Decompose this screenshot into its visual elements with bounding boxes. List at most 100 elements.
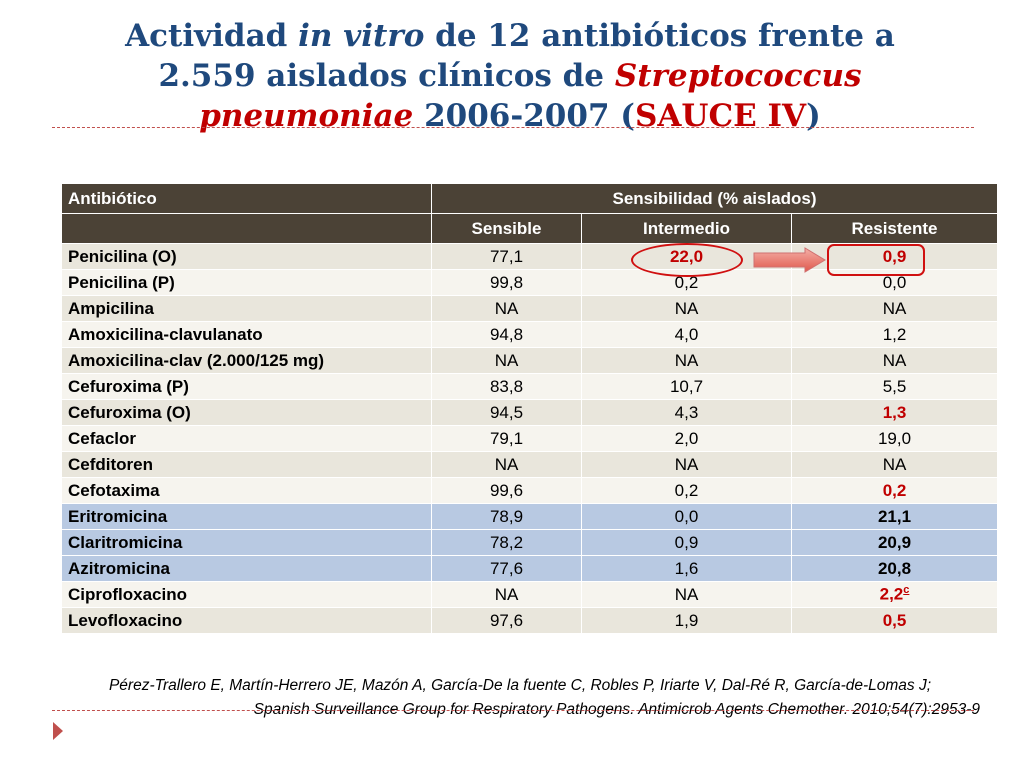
intermedio-cell-value: NA — [674, 298, 699, 318]
sensible-cell-value: 78,9 — [489, 506, 524, 526]
intermedio-cell-value: NA — [674, 584, 699, 604]
antibiotic-name-cell: Cefditoren — [61, 451, 432, 478]
antibiotic-name-cell-value: Cefuroxima (P) — [68, 376, 189, 396]
antibiotic-name-cell: Cefotaxima — [61, 477, 432, 504]
resistente-cell: 5,5 — [790, 373, 999, 400]
header-sensitivity-group: Sensibilidad (% aislados) — [430, 183, 999, 214]
title-species-genus: Streptococcus — [614, 58, 862, 94]
antibiotic-name-cell-value: Penicilina (P) — [68, 272, 175, 292]
sensible-cell-value: 79,1 — [489, 428, 524, 448]
resistente-cell: 21,1 — [790, 503, 999, 530]
intermedio-cell: 4,0 — [581, 321, 792, 348]
antibiotic-name-cell-value: Levofloxacino — [68, 610, 183, 630]
table-row: Cefotaxima 99,6 0,2 0,2 — [61, 477, 999, 504]
intermedio-cell: 1,9 — [581, 607, 792, 634]
sensible-cell-value: 77,1 — [489, 246, 524, 266]
sensitivity-table: Antibiótico Sensibilidad (% aislados) Se… — [61, 183, 999, 634]
title-divider — [52, 127, 974, 128]
intermedio-cell-value: 10,7 — [669, 376, 704, 396]
resistente-cell-value: 20,9 — [877, 532, 912, 552]
antibiotic-name-cell: Ampicilina — [61, 295, 432, 322]
sensible-cell-value: 94,8 — [489, 324, 524, 344]
triangle-bullet-icon — [53, 722, 63, 740]
intermedio-cell: NA — [581, 347, 792, 374]
sensible-cell-value: NA — [494, 454, 519, 474]
resistente-cell-value: 20,8 — [877, 558, 912, 578]
resistente-cell: 0,5 — [790, 607, 999, 634]
antibiotic-name-cell: Levofloxacino — [61, 607, 432, 634]
table-row: Cefuroxima (P) 83,8 10,7 5,5 — [61, 373, 999, 400]
table-row: Cefditoren NA NA NA — [61, 451, 999, 478]
antibiotic-name-cell-value: Ciprofloxacino — [68, 584, 188, 604]
title-italic-text: in vitro — [298, 18, 425, 54]
resistente-cell-value: 0,2 — [882, 480, 907, 500]
intermedio-cell: 10,7 — [581, 373, 792, 400]
resistente-cell-value: 21,1 — [877, 506, 912, 526]
footer-divider — [52, 710, 974, 711]
header-intermedio: Intermedio — [581, 213, 792, 244]
sensible-cell: 78,9 — [431, 503, 582, 530]
resistente-cell-value: 19,0 — [877, 428, 912, 448]
header-sensible: Sensible — [431, 213, 582, 244]
antibiotic-name-cell: Amoxicilina-clav (2.000/125 mg) — [61, 347, 432, 374]
sensible-cell: NA — [431, 451, 582, 478]
sensible-cell: NA — [431, 347, 582, 374]
title-study-name: SAUCE IV — [634, 98, 807, 134]
header-antibiotic: Antibiótico — [61, 183, 432, 214]
antibiotic-name-cell-value: Amoxicilina-clav (2.000/125 mg) — [68, 350, 325, 370]
intermedio-cell-value: 0,2 — [674, 480, 699, 500]
resistente-cell-value: NA — [882, 454, 907, 474]
antibiotic-name-cell: Cefuroxima (O) — [61, 399, 432, 426]
intermedio-cell-value: 2,0 — [674, 428, 699, 448]
table-row: Amoxicilina-clavulanato 94,8 4,0 1,2 — [61, 321, 999, 348]
intermedio-cell-value: 0,9 — [674, 532, 699, 552]
table-row: Eritromicina 78,9 0,0 21,1 — [61, 503, 999, 530]
resistente-cell-value: 0,0 — [882, 272, 907, 292]
sensible-cell-value: 94,5 — [489, 402, 524, 422]
antibiotic-name-cell-value: Claritromicina — [68, 532, 183, 552]
sensible-cell-value: 99,8 — [489, 272, 524, 292]
antibiotic-name-cell-value: Cefditoren — [68, 454, 153, 474]
intermedio-cell: 2,0 — [581, 425, 792, 452]
antibiotic-name-cell-value: Eritromicina — [68, 506, 168, 526]
resistente-cell: 20,9 — [790, 529, 999, 556]
sensible-cell: 99,6 — [431, 477, 582, 504]
table-row: Azitromicina 77,6 1,6 20,8 — [61, 555, 999, 582]
table-header-row: Antibiótico Sensibilidad (% aislados) — [61, 183, 999, 214]
table-subheader-row: Sensible Intermedio Resistente — [61, 213, 999, 244]
title-text: ) — [806, 98, 821, 134]
antibiotic-name-cell: Cefuroxima (P) — [61, 373, 432, 400]
resistente-cell-value: 0,9 — [882, 246, 907, 266]
table-row: Levofloxacino 97,6 1,9 0,5 — [61, 607, 999, 634]
table-row: Claritromicina 78,2 0,9 20,9 — [61, 529, 999, 556]
table-row: Cefuroxima (O) 94,5 4,3 1,3 — [61, 399, 999, 426]
sensible-cell: 78,2 — [431, 529, 582, 556]
sensible-cell: 79,1 — [431, 425, 582, 452]
highlight-circle — [631, 243, 743, 277]
title-species-name: pneumoniae — [199, 98, 414, 134]
sensible-cell-value: 99,6 — [489, 480, 524, 500]
reference-line-2: Spanish Surveillance Group for Respirato… — [253, 701, 980, 718]
title-text: Actividad — [125, 18, 299, 54]
sensible-cell: NA — [431, 295, 582, 322]
intermedio-cell-value: 1,6 — [674, 558, 699, 578]
intermedio-cell: NA — [581, 295, 792, 322]
intermedio-cell: 0,0 — [581, 503, 792, 530]
sensible-cell-value: 77,6 — [489, 558, 524, 578]
intermedio-cell: NA — [581, 451, 792, 478]
sensible-cell: 77,1 — [431, 243, 582, 270]
resistente-cell: 0,2 — [790, 477, 999, 504]
antibiotic-name-cell: Penicilina (P) — [61, 269, 432, 296]
sensible-cell: NA — [431, 581, 582, 608]
resistente-cell: 1,3 — [790, 399, 999, 426]
resistente-cell: NA — [790, 347, 999, 374]
antibiotic-name-cell: Penicilina (O) — [61, 243, 432, 270]
table-row: Ciprofloxacino NA NA 2,2c — [61, 581, 999, 608]
sensible-cell-value: NA — [494, 350, 519, 370]
antibiotic-name-cell-value: Cefaclor — [68, 428, 137, 448]
intermedio-cell-value: NA — [674, 454, 699, 474]
resistente-cell: 1,2 — [790, 321, 999, 348]
title-text: 2.559 aislados clínicos de — [158, 58, 615, 94]
resistente-cell-value: 5,5 — [882, 376, 907, 396]
table-row: Cefaclor 79,1 2,0 19,0 — [61, 425, 999, 452]
